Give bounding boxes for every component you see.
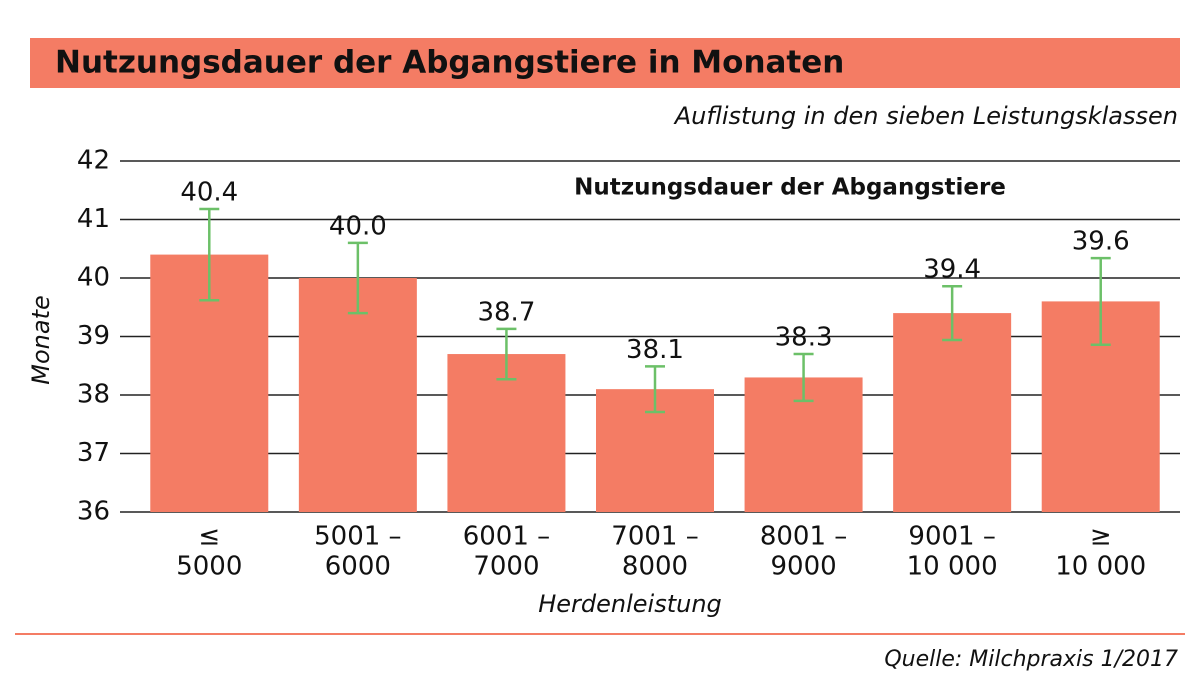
x-tick-label: 8001 –: [760, 522, 847, 552]
y-tick-label: 42: [77, 146, 110, 176]
error-bar: [199, 207, 220, 302]
data-label: 38.7: [477, 297, 535, 327]
subtitle: Auflistung in den sieben Leistungsklasse…: [673, 102, 1178, 130]
error-bar: [347, 241, 368, 315]
data-label: 40.0: [329, 211, 387, 241]
error-bar: [496, 327, 517, 381]
y-tick-label: 40: [77, 263, 110, 293]
x-tick-label: 10 000: [1055, 552, 1146, 582]
chart-title: Nutzungsdauer der Abgangstiere in Monate…: [55, 45, 844, 81]
data-label: 39.6: [1072, 227, 1130, 257]
source: Quelle: Milchpraxis 1/2017: [884, 647, 1178, 672]
series-label: Nutzungsdauer der Abgangstiere: [574, 175, 1006, 201]
x-tick-label: 9001 –: [908, 522, 995, 552]
x-tick-label: 6001 –: [463, 522, 550, 552]
x-tick-label: 5000: [176, 552, 242, 582]
bar: [298, 278, 417, 512]
y-tick-label: 41: [77, 204, 110, 234]
x-tick-label: 10 000: [907, 552, 998, 582]
error-bar: [793, 352, 814, 403]
title-banner: [30, 38, 1180, 88]
y-tick-label: 39: [77, 321, 110, 351]
y-tick-label: 37: [77, 438, 110, 468]
error-bar: [1090, 256, 1111, 346]
data-label: 39.4: [923, 255, 981, 285]
error-bar: [645, 365, 665, 414]
x-tick-label: 6000: [325, 552, 391, 582]
data-label: 38.1: [626, 335, 684, 365]
y-tick-label: 38: [77, 380, 110, 410]
error-bar: [942, 284, 963, 342]
y-tick-label: 36: [77, 497, 110, 527]
x-tick-label: 7001 –: [611, 522, 698, 552]
x-tick-label: 7000: [473, 552, 539, 582]
bar: [893, 313, 1012, 512]
x-tick-label: 8000: [622, 552, 688, 582]
y-axis-label: Monate: [27, 295, 55, 384]
x-tick-label: 9000: [770, 552, 836, 582]
data-label: 40.4: [180, 177, 238, 207]
data-label: 38.3: [775, 323, 833, 353]
x-tick-label: ≥: [1090, 522, 1112, 552]
x-tick-label: ≤: [198, 522, 220, 552]
x-axis-label: Herdenleistung: [538, 590, 722, 618]
x-tick-label: 5001 –: [314, 522, 401, 552]
